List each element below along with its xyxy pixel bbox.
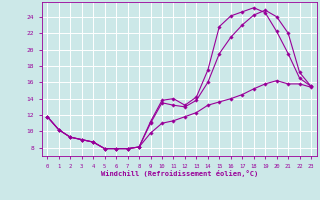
X-axis label: Windchill (Refroidissement éolien,°C): Windchill (Refroidissement éolien,°C) bbox=[100, 170, 258, 177]
